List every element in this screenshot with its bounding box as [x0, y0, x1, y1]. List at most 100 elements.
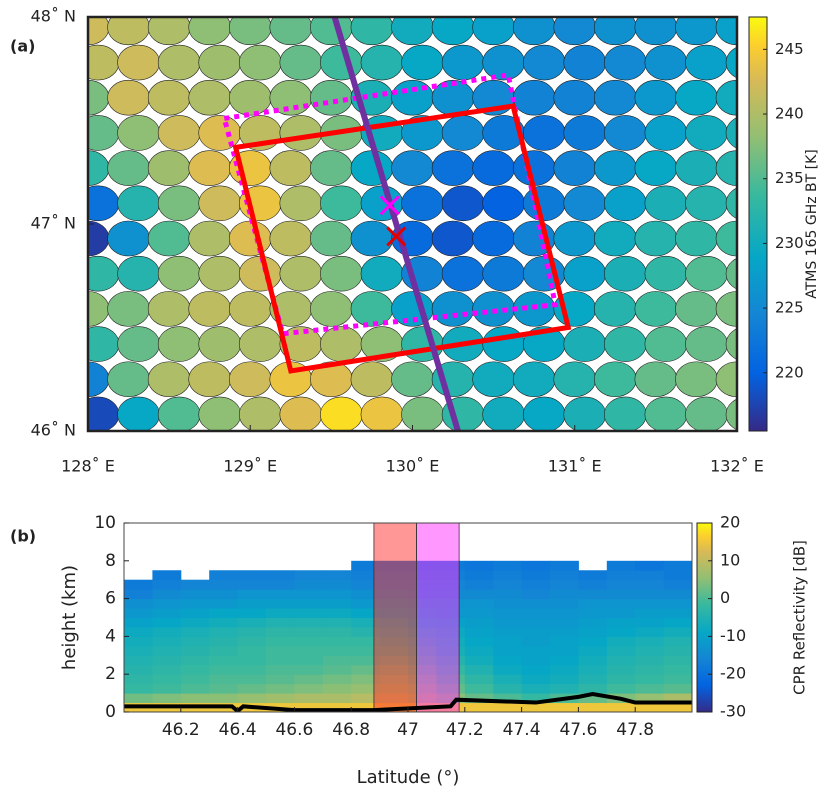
reflectivity-cell [209, 598, 239, 609]
reflectivity-cell [180, 636, 210, 647]
reflectivity-cell [493, 598, 523, 609]
footprint [604, 185, 647, 222]
reflectivity-cell [237, 655, 267, 666]
reflectivity-cell [180, 598, 210, 609]
reflectivity-cell [464, 579, 494, 590]
footprint [228, 220, 272, 257]
reflectivity-cell [209, 645, 239, 656]
footprint [675, 220, 718, 257]
reflectivity-cell [606, 655, 636, 666]
footprint [715, 291, 737, 327]
reflectivity-cell [464, 626, 494, 637]
reflectivity-cell [550, 683, 579, 694]
reflectivity-cell [237, 693, 267, 704]
reflectivity-cell [266, 570, 295, 581]
reflectivity-cell [663, 570, 692, 581]
reflectivity-cell [493, 626, 523, 637]
footprint [685, 115, 728, 151]
footprint [188, 79, 231, 116]
highlight-band [416, 523, 460, 712]
reflectivity-cell [152, 645, 182, 656]
footprint [350, 17, 394, 46]
footprint [279, 255, 323, 292]
footprint [238, 396, 282, 431]
reflectivity-cell [606, 636, 636, 647]
reflectivity-cell [521, 626, 551, 637]
reflectivity-cell [124, 617, 153, 628]
reflectivity-cell [521, 617, 551, 628]
reflectivity-cell [294, 645, 324, 656]
reflectivity-cell [152, 664, 182, 675]
reflectivity-cell [606, 674, 636, 685]
reflectivity-cell [550, 645, 579, 656]
reflectivity-cell [351, 589, 381, 600]
footprint [228, 17, 272, 46]
reflectivity-cell [606, 664, 636, 675]
reflectivity-cell [322, 636, 352, 647]
footprint [725, 257, 737, 290]
reflectivity-cell [266, 655, 295, 666]
footprint [522, 44, 566, 81]
reflectivity-cell [635, 608, 665, 618]
footprint [725, 398, 737, 431]
reflectivity-cell [266, 589, 295, 600]
colorbar [748, 16, 768, 432]
reflectivity-cell [237, 683, 267, 694]
reflectivity-cell [493, 645, 523, 656]
footprint [238, 326, 282, 362]
reflectivity-cell [266, 626, 295, 637]
footprint [320, 326, 363, 362]
reflectivity-cell [493, 636, 523, 647]
x-tick-label: 46.6 [275, 720, 313, 740]
reflectivity-cell [351, 702, 381, 712]
reflectivity-cell [237, 626, 267, 637]
footprint [685, 326, 728, 362]
y-tick-label: 6 [105, 589, 116, 609]
reflectivity-cell [294, 636, 324, 647]
colorbar-tick-label: -10 [720, 626, 746, 645]
footprint [563, 185, 607, 222]
reflectivity-cell [351, 683, 381, 694]
footprint [594, 361, 637, 398]
reflectivity-cell [550, 608, 579, 618]
footprint [198, 185, 241, 222]
reflectivity-cell [521, 674, 551, 685]
footprint [644, 185, 688, 222]
footprint [391, 79, 434, 116]
footprint [391, 361, 434, 398]
footprint [482, 255, 525, 292]
reflectivity-cell [322, 664, 352, 675]
footprint [685, 185, 728, 222]
reflectivity-cell [663, 645, 692, 656]
footprint [634, 361, 678, 398]
footprint [117, 396, 160, 431]
reflectivity-cell [578, 683, 608, 694]
reflectivity-cell [294, 598, 324, 609]
reflectivity-cell [663, 664, 692, 675]
reflectivity-cell [294, 655, 324, 666]
reflectivity-cell [124, 655, 153, 666]
reflectivity-cell [521, 589, 551, 600]
footprint [553, 79, 597, 116]
footprint [360, 44, 404, 81]
reflectivity-cell [124, 579, 153, 590]
colorbar-tick-label: -30 [720, 702, 746, 721]
footprint [725, 328, 737, 360]
footprint [563, 255, 607, 292]
reflectivity-cell [351, 664, 381, 675]
reflectivity-cell [351, 560, 381, 571]
reflectivity-cell [606, 645, 636, 656]
reflectivity-cell [635, 570, 665, 581]
x-tick-label: 46.2 [162, 720, 200, 740]
reflectivity-cell [663, 636, 692, 647]
reflectivity-cell [209, 655, 239, 666]
footprint [472, 361, 515, 398]
footprint [107, 79, 150, 116]
reflectivity-cell [493, 664, 523, 675]
reflectivity-cell [209, 683, 239, 694]
footprint [228, 291, 272, 327]
reflectivity-cell [351, 674, 381, 685]
reflectivity-cell [493, 655, 523, 666]
colorbar-tick-label: 225 [775, 299, 804, 317]
highlight-band [373, 523, 417, 712]
